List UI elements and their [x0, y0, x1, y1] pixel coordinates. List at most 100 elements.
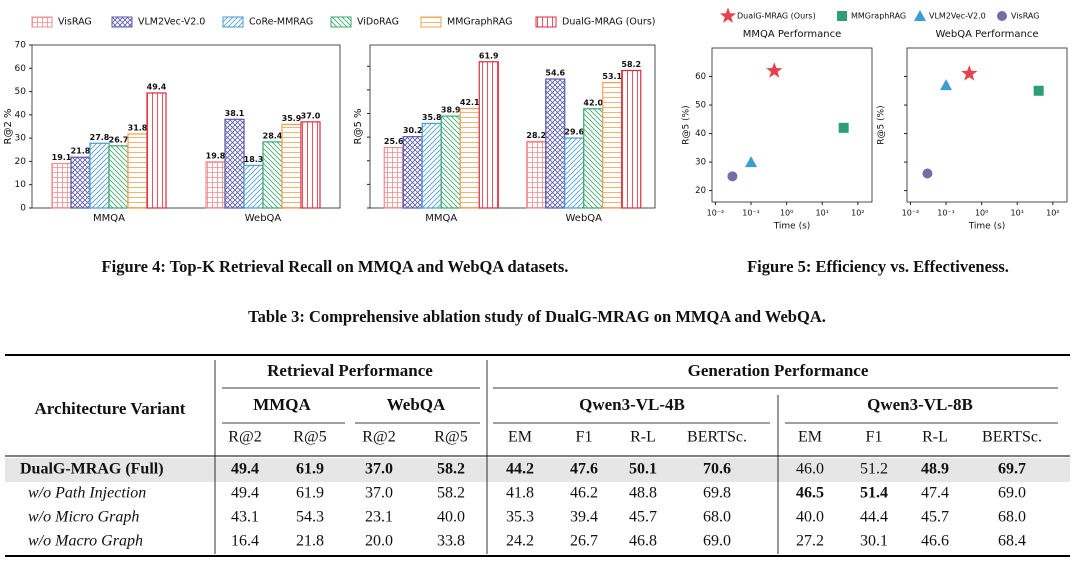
- table-cell: 68.0: [703, 509, 731, 526]
- table-cell: 21.8: [296, 533, 324, 550]
- x-axis-label: Time (s): [773, 222, 811, 232]
- legend-swatch: [420, 16, 442, 28]
- row-label: w/o Path Injection: [28, 485, 146, 502]
- table-cell: 44.4: [860, 509, 888, 526]
- table-cell: 30.1: [860, 533, 888, 550]
- data-label: 26.7: [109, 135, 129, 144]
- y-tick-label: 60: [15, 64, 27, 74]
- column-header: F1: [576, 429, 593, 446]
- row-label: w/o Macro Graph: [28, 533, 143, 550]
- table-caption: Table 3: Comprehensive ablation study of…: [248, 307, 826, 326]
- table-cell: 26.7: [570, 533, 598, 550]
- table-cell: 69.8: [703, 485, 731, 502]
- point: [766, 62, 783, 78]
- table-cell: 27.2: [796, 533, 824, 550]
- bar: [205, 161, 226, 209]
- bar: [108, 145, 129, 209]
- data-label: 30.2: [403, 126, 423, 135]
- table-cell: 24.2: [506, 533, 534, 550]
- data-label: 38.9: [441, 106, 461, 115]
- table-cell: 51.2: [860, 461, 888, 478]
- column-header: BERTSc.: [982, 429, 1042, 446]
- table-cell: 49.4: [231, 485, 259, 502]
- column-header: R@2: [228, 429, 261, 446]
- table-cell: 46.8: [629, 533, 657, 550]
- data-label: 35.8: [422, 113, 442, 122]
- column-header: R@5: [434, 429, 467, 446]
- x-tick-label: WebQA: [245, 213, 282, 224]
- chart-title: MMQA Performance: [743, 29, 842, 40]
- table-cell: 40.0: [796, 509, 824, 526]
- table-cell: 23.1: [365, 509, 393, 526]
- x-tick-label: 10⁻²: [707, 209, 725, 218]
- data-label: 21.8: [71, 147, 91, 156]
- y-axis-label: R@5 %: [353, 109, 364, 145]
- column-header: BERTSc.: [687, 429, 747, 446]
- bar: [526, 140, 547, 209]
- row-label: DualG-MRAG (Full): [20, 461, 164, 478]
- legend-swatch: [535, 16, 557, 28]
- legend-label: MMGraphRAG: [447, 17, 512, 28]
- highlight-row: [5, 458, 1070, 482]
- y-tick-label: 30: [15, 134, 27, 144]
- table-header: WebQA: [387, 395, 446, 414]
- bar: [383, 146, 404, 209]
- table-cell: 45.7: [629, 509, 657, 526]
- column-header: R-L: [630, 429, 656, 446]
- table-cell: 70.6: [703, 461, 731, 478]
- plot-frame: [31, 44, 341, 209]
- table-header: Retrieval Performance: [267, 361, 433, 380]
- column-header: F1: [866, 429, 883, 446]
- table-cell: 37.0: [365, 461, 393, 478]
- point: [940, 79, 953, 91]
- bar: [402, 136, 423, 209]
- data-label: 19.8: [206, 151, 226, 160]
- x-tick-label: 10⁻¹: [937, 209, 955, 218]
- table-cell: 46.0: [796, 461, 824, 478]
- y-tick-label: 20: [695, 186, 706, 196]
- point: [961, 65, 978, 81]
- bar: [243, 164, 264, 209]
- table-cell: 47.4: [921, 485, 949, 502]
- data-label: 35.9: [282, 114, 302, 123]
- y-tick-label: 0: [20, 204, 26, 214]
- legend-swatch: [31, 16, 53, 28]
- bar: [545, 78, 566, 209]
- x-tick-label: 10⁻²: [902, 209, 920, 218]
- data-label: 37.0: [301, 111, 321, 120]
- legend-marker: [997, 11, 1007, 21]
- data-label: 28.2: [526, 131, 546, 140]
- legend-swatch: [222, 16, 244, 28]
- table-header: Architecture Variant: [35, 399, 186, 418]
- legend-label: VLM2Vec-V2.0: [138, 17, 205, 28]
- y-tick-label: 70: [15, 41, 27, 51]
- x-tick-label: 10²: [851, 209, 864, 218]
- bar: [459, 107, 480, 209]
- table-cell: 54.3: [296, 509, 324, 526]
- data-label: 27.8: [90, 133, 110, 142]
- table-cell: 68.4: [998, 533, 1026, 550]
- x-tick-label: 10⁻¹: [742, 209, 760, 218]
- table-cell: 49.4: [231, 461, 259, 478]
- legend-label: ViDoRAG: [357, 17, 399, 28]
- column-header: EM: [508, 429, 532, 446]
- table-cell: 44.2: [506, 461, 534, 478]
- y-tick-label: 30: [695, 158, 706, 168]
- table-cell: 46.2: [570, 485, 598, 502]
- table-header: MMQA: [253, 395, 311, 414]
- table-cell: 48.8: [629, 485, 657, 502]
- table-header: Qwen3-VL-4B: [579, 395, 685, 414]
- legend-label: VisRAG: [1011, 12, 1039, 21]
- data-label: 19.1: [52, 153, 72, 162]
- legend-swatch: [330, 16, 352, 28]
- table-cell: 69.0: [998, 485, 1026, 502]
- data-label: 42.1: [460, 98, 480, 107]
- table-cell: 69.7: [998, 461, 1026, 478]
- column-header: R@2: [362, 429, 395, 446]
- table-cell: 58.2: [437, 461, 465, 478]
- table-cell: 40.0: [437, 509, 465, 526]
- bar: [146, 92, 167, 209]
- table-header: Qwen3-VL-8B: [867, 395, 973, 414]
- table-cell: 41.8: [506, 485, 534, 502]
